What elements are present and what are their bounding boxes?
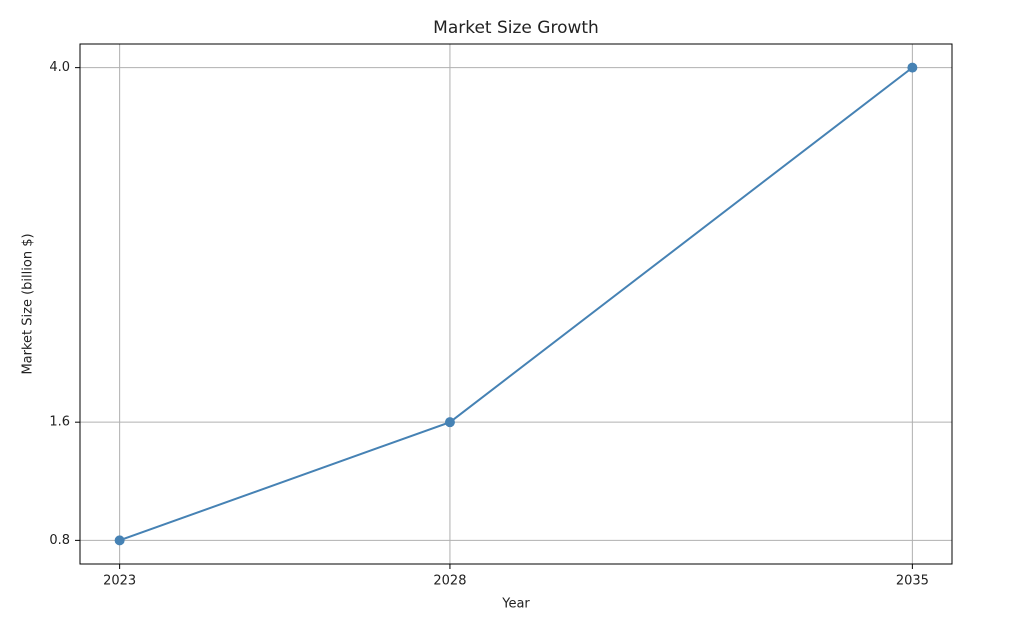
chart-title: Market Size Growth [433, 18, 599, 38]
x-tick-label: 2023 [103, 574, 136, 589]
y-tick-label: 1.6 [49, 415, 70, 430]
y-tick-label: 4.0 [49, 60, 70, 75]
y-axis-label: Market Size (billion $) [21, 233, 36, 374]
x-tick-label: 2035 [896, 574, 929, 589]
point [907, 62, 918, 73]
x-tick-label: 2028 [433, 574, 466, 589]
x-axis-label: Year [501, 597, 530, 612]
plot-frame [79, 43, 953, 565]
point [114, 535, 125, 546]
point [444, 417, 455, 428]
y-tick-label: 0.8 [49, 533, 70, 548]
